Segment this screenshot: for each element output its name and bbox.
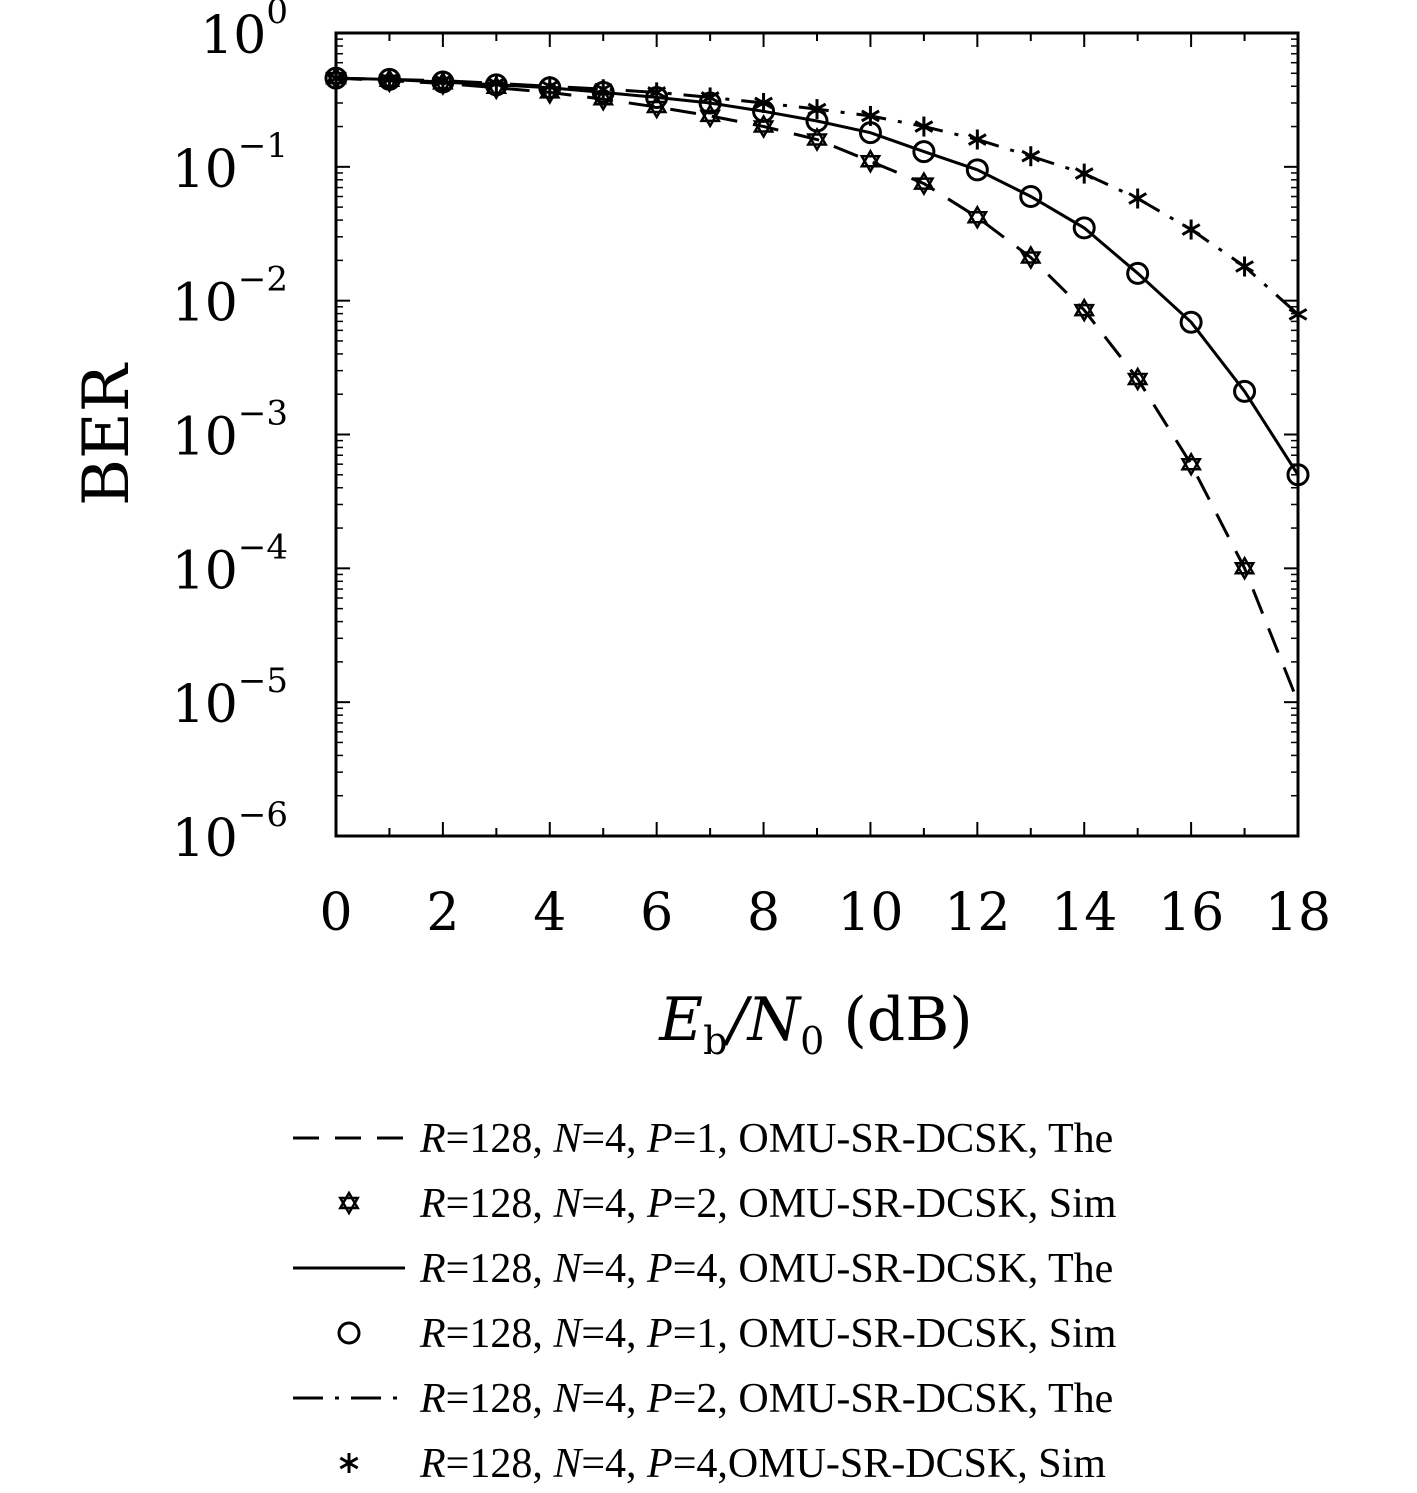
y-tick-label: 10−3 (172, 394, 288, 468)
data-point (1180, 451, 1202, 477)
data-point (861, 105, 880, 126)
x-tick-label: 6 (640, 883, 673, 943)
x-axis-label-sub-0: 0 (800, 1019, 824, 1063)
data-point (593, 79, 613, 100)
legend: R=128, N=4, P=1, OMU-SR-DCSK, The R=128, … (293, 1116, 1117, 1487)
legend-entry: R=128, N=4, P=4, OMU-SR-DCSK, The (293, 1246, 1113, 1292)
data-point (1126, 261, 1150, 285)
data-point (807, 99, 827, 120)
data-point (1128, 188, 1148, 209)
legend-entry: R=128, N=4, P=2, OMU-SR-DCSK, The (293, 1376, 1113, 1422)
legend-entry: R=128, N=4, P=1, OMU-SR-DCSK, Sim (337, 1311, 1117, 1357)
data-point (966, 204, 989, 230)
series-1 (335, 76, 1300, 703)
x-tick-label: 4 (533, 883, 566, 943)
y-tick-label: 10−4 (172, 527, 288, 601)
plot-frame (334, 31, 1300, 838)
legend-label: R=128, N=4, P=1, OMU-SR-DCSK, Sim (419, 1311, 1117, 1357)
series-line (335, 76, 1300, 476)
x-tick-label: 10 (837, 883, 903, 943)
x-tick-label: 16 (1158, 883, 1224, 943)
x-tick-label: 14 (1051, 883, 1117, 943)
y-tick-label: 10−6 (172, 795, 288, 869)
data-point (699, 103, 721, 129)
legend-label: R=128, N=4, P=4,OMU-SR-DCSK, Sim (419, 1441, 1106, 1487)
legend-label: R=128, N=4, P=1, OMU-SR-DCSK, The (419, 1116, 1113, 1162)
data-point (1073, 297, 1096, 323)
data-point (1021, 146, 1041, 167)
data-point (1233, 379, 1257, 403)
data-point (380, 69, 399, 90)
data-point (1233, 555, 1256, 581)
data-point (540, 76, 560, 97)
legend-label: R=128, N=4, P=2, OMU-SR-DCSK, The (419, 1376, 1113, 1422)
data-point (1235, 256, 1254, 277)
legend-label: R=128, N=4, P=4, OMU-SR-DCSK, The (419, 1246, 1113, 1292)
legend-marker-swatch (339, 1453, 359, 1473)
x-tick-label: 12 (944, 883, 1010, 943)
data-point (967, 129, 987, 150)
y-axis-label: BER (70, 362, 144, 506)
x-axis-label-e: E (658, 985, 703, 1055)
x-tick-label: 8 (747, 883, 780, 943)
data-point (1074, 163, 1094, 184)
y-tick-label: 10−5 (172, 661, 288, 735)
y-tick-label: 10−2 (172, 260, 288, 334)
data-point (913, 171, 935, 197)
data-point (754, 92, 773, 113)
legend-entry: R=128, N=4, P=2, OMU-SR-DCSK, Sim (338, 1181, 1117, 1227)
data-point (806, 127, 828, 152)
series-2 (325, 65, 1256, 581)
data-point (914, 116, 934, 137)
x-axis-label-sub-b: b (703, 1019, 727, 1063)
data-point (647, 82, 667, 103)
data-point (486, 73, 506, 94)
data-point (1072, 216, 1096, 240)
data-point (433, 70, 453, 91)
data-point (912, 140, 936, 164)
legend-entry: R=128, N=4, P=4,OMU-SR-DCSK, Sim (339, 1441, 1106, 1487)
data-point (1179, 310, 1203, 334)
data-point (1019, 244, 1042, 271)
series-4 (324, 66, 1310, 487)
data-point (1181, 219, 1201, 240)
y-tick-label: 100 (200, 0, 288, 66)
data-point (1126, 366, 1149, 392)
data-point (965, 158, 989, 182)
x-axis-label-unit: (dB) (824, 985, 972, 1055)
x-tick-label: 2 (426, 883, 459, 943)
x-axis-label: Eb/N0 (dB) (658, 985, 972, 1063)
y-tick-label: 10−1 (172, 126, 288, 200)
data-point (1019, 185, 1043, 209)
series-6 (326, 68, 1308, 325)
legend-entry: R=128, N=4, P=1, OMU-SR-DCSK, The (293, 1116, 1113, 1162)
x-axis-label-slash-n: /N (722, 985, 802, 1055)
legend-marker-swatch (337, 1321, 361, 1345)
data-point (700, 87, 720, 108)
series-line (335, 76, 1300, 703)
x-tick-label: 18 (1265, 883, 1331, 943)
legend-marker-swatch (338, 1190, 360, 1216)
x-tick-label: 0 (319, 883, 352, 943)
axes: 0 2 4 6 8 10 12 14 16 18 100 10−1 10−2 10−3 10−4 10−5 10… (172, 0, 1331, 943)
plot-area (324, 65, 1310, 703)
legend-label: R=128, N=4, P=2, OMU-SR-DCSK, Sim (419, 1181, 1117, 1227)
series-3 (335, 76, 1300, 476)
data-point (859, 148, 882, 174)
